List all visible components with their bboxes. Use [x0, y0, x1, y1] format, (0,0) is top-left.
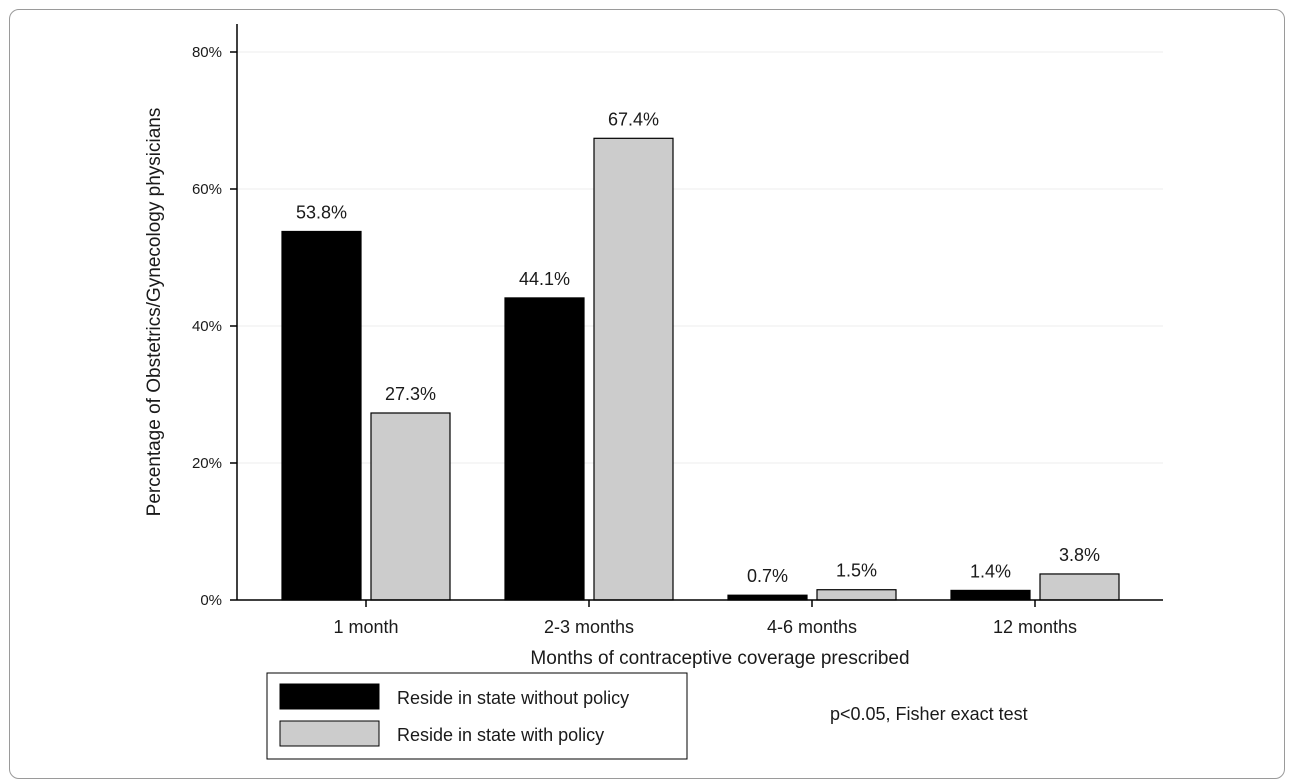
- bar-value-label: 27.3%: [385, 384, 436, 404]
- x-tick-label: 2-3 months: [544, 617, 634, 637]
- x-axis-title: Months of contraceptive coverage prescri…: [530, 648, 909, 669]
- bar: [593, 137, 674, 601]
- y-tick-label: 20%: [192, 455, 222, 472]
- bar-value-label: 1.4%: [970, 561, 1011, 581]
- bar-value-label: 1.5%: [836, 561, 877, 581]
- y-tick-label: 40%: [192, 318, 222, 335]
- x-tick-label: 1 month: [333, 617, 398, 637]
- bar-value-label: 67.4%: [608, 109, 659, 129]
- bar: [1039, 573, 1120, 601]
- bars: [281, 137, 1120, 601]
- bar-value-label: 0.7%: [747, 566, 788, 586]
- x-axis-ticks: 1 month 2-3 months 4-6 months 12 months: [333, 600, 1077, 637]
- bar-value-label: 3.8%: [1059, 545, 1100, 565]
- gridlines: [237, 51, 1163, 464]
- legend-swatch-with-policy: [279, 720, 380, 747]
- y-tick-label: 80%: [192, 44, 222, 61]
- y-tick-label: 60%: [192, 181, 222, 198]
- bar: [370, 412, 451, 601]
- bar: [504, 297, 585, 601]
- significance-note: p<0.05, Fisher exact test: [830, 704, 1028, 724]
- legend-label-with-policy: Reside in state with policy: [397, 725, 604, 745]
- bar-value-label: 53.8%: [296, 202, 347, 222]
- legend-label-without-policy: Reside in state without policy: [397, 688, 629, 708]
- bar: [950, 589, 1031, 601]
- bar-value-label: 44.1%: [519, 269, 570, 289]
- legend-swatch-without-policy: [279, 683, 380, 710]
- x-tick-label: 12 months: [993, 617, 1077, 637]
- bar-value-labels: 53.8% 27.3% 44.1% 67.4% 0.7% 1.5% 1.4% 3.8%: [296, 109, 1100, 586]
- bar: [816, 589, 897, 601]
- y-axis-ticks: 0% 20% 40% 60% 80%: [192, 44, 237, 609]
- bar: [281, 230, 362, 601]
- x-tick-label: 4-6 months: [767, 617, 857, 637]
- legend: Reside in state without policy Reside in…: [266, 672, 688, 760]
- y-tick-label: 0%: [200, 592, 222, 609]
- y-axis-title: Percentage of Obstetrics/Gynecology phys…: [144, 108, 165, 517]
